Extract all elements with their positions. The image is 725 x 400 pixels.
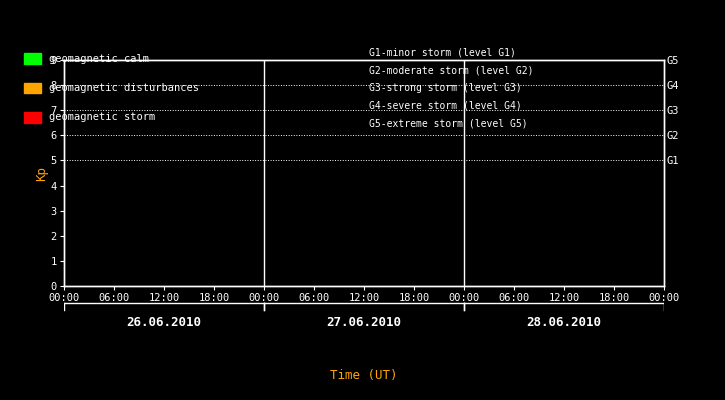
Text: G2-moderate storm (level G2): G2-moderate storm (level G2): [370, 66, 534, 76]
Text: geomagnetic disturbances: geomagnetic disturbances: [49, 83, 199, 93]
Text: G5-extreme storm (level G5): G5-extreme storm (level G5): [370, 118, 528, 128]
Text: G4-severe storm (level G4): G4-severe storm (level G4): [370, 101, 522, 111]
Bar: [24, 112, 41, 123]
Bar: [24, 83, 41, 93]
Text: 27.06.2010: 27.06.2010: [326, 316, 402, 329]
Y-axis label: Kp: Kp: [35, 166, 48, 180]
Bar: [24, 53, 41, 64]
Text: geomagnetic calm: geomagnetic calm: [49, 54, 149, 64]
Text: Time (UT): Time (UT): [330, 370, 398, 382]
Text: G1-minor storm (level G1): G1-minor storm (level G1): [370, 48, 516, 58]
Text: 26.06.2010: 26.06.2010: [126, 316, 202, 329]
Text: 28.06.2010: 28.06.2010: [526, 316, 602, 329]
Text: geomagnetic storm: geomagnetic storm: [49, 112, 156, 122]
Text: G3-strong storm (level G3): G3-strong storm (level G3): [370, 83, 522, 93]
